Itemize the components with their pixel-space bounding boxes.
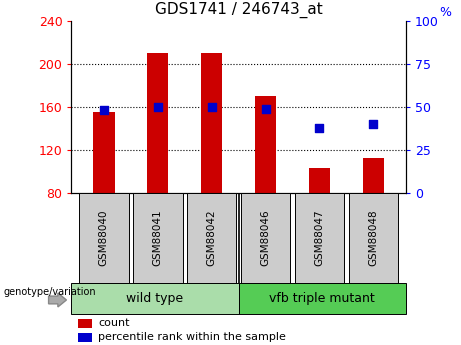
Bar <box>362 158 384 193</box>
Bar <box>255 96 276 193</box>
Point <box>370 121 377 127</box>
Text: GSM88048: GSM88048 <box>368 210 378 266</box>
Point <box>262 106 269 111</box>
Text: GSM88040: GSM88040 <box>99 210 109 266</box>
Bar <box>309 168 330 193</box>
FancyBboxPatch shape <box>239 283 406 314</box>
Text: GSM88042: GSM88042 <box>207 210 217 266</box>
Point <box>100 108 107 113</box>
Text: %: % <box>439 6 451 19</box>
Bar <box>147 53 168 193</box>
FancyBboxPatch shape <box>187 193 236 283</box>
FancyArrow shape <box>48 293 66 307</box>
Point <box>316 125 323 130</box>
Point <box>154 104 161 110</box>
Bar <box>201 53 222 193</box>
FancyBboxPatch shape <box>79 193 129 283</box>
Text: GSM88041: GSM88041 <box>153 210 163 266</box>
Text: GSM88047: GSM88047 <box>314 210 325 266</box>
Text: genotype/variation: genotype/variation <box>4 287 96 297</box>
Bar <box>93 112 115 193</box>
Text: GSM88046: GSM88046 <box>260 210 271 266</box>
Bar <box>78 319 91 328</box>
Text: count: count <box>98 318 130 328</box>
Text: vfb triple mutant: vfb triple mutant <box>269 292 375 305</box>
Text: wild type: wild type <box>126 292 183 305</box>
Bar <box>78 333 91 342</box>
FancyBboxPatch shape <box>241 193 290 283</box>
FancyBboxPatch shape <box>133 193 183 283</box>
Text: percentile rank within the sample: percentile rank within the sample <box>98 332 286 342</box>
FancyBboxPatch shape <box>71 283 239 314</box>
FancyBboxPatch shape <box>349 193 398 283</box>
Title: GDS1741 / 246743_at: GDS1741 / 246743_at <box>155 2 322 18</box>
Point <box>208 104 215 110</box>
FancyBboxPatch shape <box>295 193 344 283</box>
